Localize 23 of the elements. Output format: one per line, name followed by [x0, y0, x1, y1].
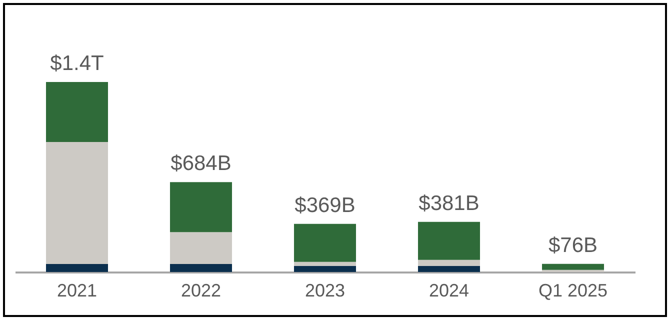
bar [294, 224, 356, 262]
bar [418, 260, 480, 266]
annotation: $369B [294, 194, 356, 217]
annotation: $76B [548, 234, 598, 257]
annotation: $381B [418, 192, 480, 215]
x-tick-label: Q1 2025 [538, 280, 608, 300]
bar [170, 232, 232, 264]
bar [418, 266, 480, 272]
bar [294, 266, 356, 272]
bar [46, 264, 108, 272]
bar [294, 262, 356, 266]
bar [170, 182, 232, 232]
bar [170, 264, 232, 272]
x-tick-label: 2024 [428, 280, 470, 300]
x-tick-label: 2023 [304, 280, 346, 300]
bar [46, 82, 108, 142]
bar [46, 142, 108, 264]
annotation: $1.4T [50, 52, 104, 75]
bar [418, 222, 480, 260]
x-tick-label: 2022 [180, 280, 222, 300]
annotation: $684B [170, 152, 232, 176]
x-tick-label: 2021 [56, 280, 98, 300]
bar [542, 264, 604, 270]
